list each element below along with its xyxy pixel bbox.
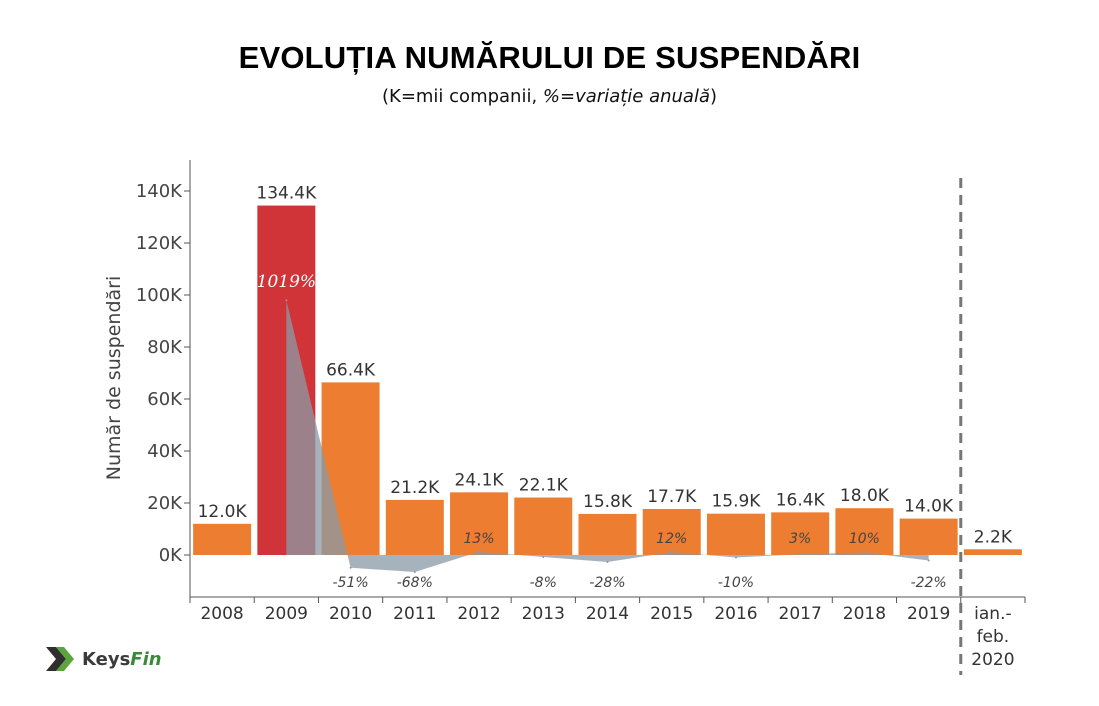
variation-point-10 — [863, 551, 866, 554]
x-tick-label-1: 2009 — [265, 604, 308, 624]
bar-0 — [193, 523, 252, 555]
bar-6 — [578, 513, 637, 555]
variation-label-4: 13% — [463, 531, 494, 547]
bar-8 — [706, 513, 765, 555]
variation-point-5 — [542, 556, 545, 558]
y-tick-label: 80K — [147, 337, 183, 358]
y-axis-label: Număr de suspendări — [103, 276, 125, 480]
value-label-10: 18.0K — [840, 486, 890, 506]
logo-text-keys: Keys — [82, 648, 131, 670]
y-tick-label: 40K — [147, 441, 183, 462]
variation-point-2 — [349, 566, 352, 569]
variation-point-9 — [799, 553, 802, 556]
variation-label-6: -28% — [589, 575, 625, 591]
variation-label-7: 12% — [656, 531, 687, 547]
variation-label-3: -68% — [397, 575, 433, 591]
variation-point-11 — [927, 559, 930, 562]
bar-10 — [835, 508, 894, 555]
value-label-2: 66.4K — [326, 360, 376, 380]
value-label-5: 22.1K — [519, 476, 569, 496]
value-label-6: 15.8K — [583, 492, 633, 512]
value-label-3: 21.2K — [390, 478, 440, 498]
value-labels: 12.0K 134.4K 66.4K 21.2K 24.1K 22.1K 15.8K 17.7… — [198, 184, 1013, 591]
x-tick-label-8: 2016 — [714, 604, 757, 624]
value-label-7: 17.7K — [647, 487, 697, 507]
bar-5 — [514, 497, 573, 555]
variation-label-5: -8% — [530, 575, 557, 591]
keysfin-logo: KeysFin — [44, 645, 162, 673]
variation-point-7 — [670, 551, 673, 553]
x-tick-label-4: 2012 — [457, 604, 500, 624]
variation-series — [285, 299, 930, 573]
x-tick-label-9: 2017 — [779, 604, 822, 624]
x-tick-label-7: 2015 — [650, 604, 693, 624]
x-tick-label-10: 2018 — [843, 604, 886, 624]
x-tick-label-2: 2010 — [329, 604, 372, 624]
logo-text-fin: Fin — [130, 648, 162, 670]
x-tick-label-6: 2014 — [586, 604, 629, 624]
y-axis: 0K 20K 40K 60K 80K 100K 120K 140K Număr de suspe… — [103, 160, 191, 597]
variation-label-8: -10% — [718, 575, 754, 591]
x-tick-label-12: ian.- — [974, 604, 1011, 624]
variation-label-10: 10% — [849, 531, 880, 547]
y-tick-label: 140K — [136, 181, 183, 202]
chart-title: EVOLUȚIA NUMĂRULUI DE SUSPENDĂRI — [238, 40, 861, 75]
bar-3 — [385, 499, 444, 555]
x-tick-label-3: 2011 — [393, 604, 436, 624]
variation-point-3 — [413, 571, 416, 573]
variation-point-6 — [606, 561, 609, 563]
variation-label-2: -51% — [332, 575, 368, 591]
bar-4 — [450, 492, 509, 555]
value-label-0: 12.0K — [198, 502, 248, 522]
value-label-11: 14.0K — [904, 497, 954, 517]
bar-9 — [771, 512, 830, 555]
y-tick-label: 120K — [136, 233, 183, 254]
y-tick-label: 60K — [147, 389, 183, 410]
bar-12 — [963, 549, 1022, 555]
bar-7 — [642, 508, 701, 555]
variation-label-11: -22% — [911, 575, 947, 591]
bar-11 — [899, 518, 958, 555]
x-tick-label-11: 2019 — [907, 604, 950, 624]
value-label-1: 134.4K — [256, 184, 317, 204]
variation-point-4 — [478, 550, 481, 553]
y-tick-label: 20K — [147, 493, 183, 514]
y-tick-label: 100K — [136, 285, 183, 306]
value-label-4: 24.1K — [455, 470, 505, 490]
x-tick-label-5: 2013 — [522, 604, 565, 624]
chart-subtitle: (K=mii companii, %=variație anuală) — [381, 86, 718, 107]
x-tick-label-12: feb. — [977, 627, 1010, 647]
variation-label-9: 3% — [789, 531, 811, 547]
variation-label-1: 1019% — [257, 272, 316, 292]
value-label-8: 15.9K — [711, 492, 761, 512]
x-tick-label-0: 2008 — [200, 604, 243, 624]
y-tick-label: 0K — [159, 545, 183, 566]
value-label-12: 2.2K — [974, 527, 1013, 547]
x-axis: 2008 2009 2010 2011 2012 2013 2014 2015 2016 2017… — [189, 178, 1026, 675]
chevron-logo-icon — [46, 647, 74, 671]
variation-point-8 — [734, 556, 737, 559]
variation-point-1 — [285, 299, 288, 302]
value-label-9: 16.4K — [776, 490, 826, 510]
x-tick-label-12: 2020 — [971, 650, 1014, 670]
